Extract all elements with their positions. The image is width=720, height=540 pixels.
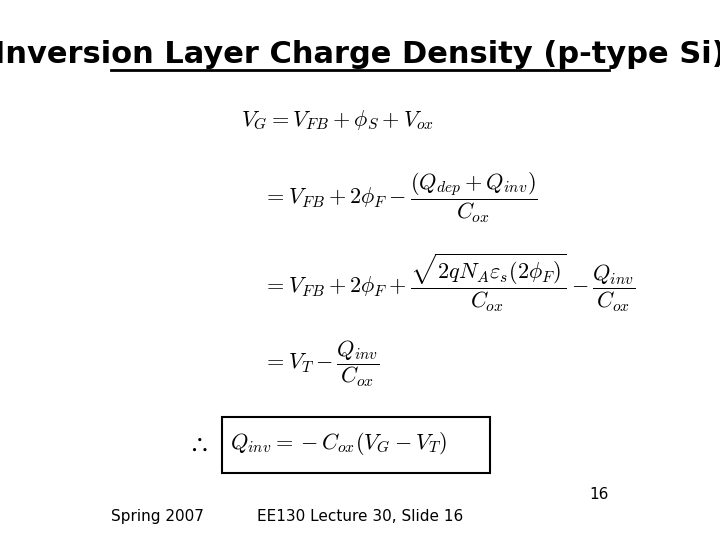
- Text: Inversion Layer Charge Density (p-type Si): Inversion Layer Charge Density (p-type S…: [0, 40, 720, 69]
- Text: EE130 Lecture 30, Slide 16: EE130 Lecture 30, Slide 16: [257, 509, 463, 524]
- Text: Spring 2007: Spring 2007: [112, 509, 204, 524]
- Text: $= V_T - \dfrac{Q_{inv}}{C_{ox}}$: $= V_T - \dfrac{Q_{inv}}{C_{ox}}$: [263, 338, 379, 389]
- Text: $= V_{FB} + 2\phi_F + \dfrac{\sqrt{2qN_A\varepsilon_s(2\phi_F)}}{C_{ox}} - \dfra: $= V_{FB} + 2\phi_F + \dfrac{\sqrt{2qN_A…: [263, 252, 635, 314]
- Text: $\therefore$: $\therefore$: [187, 431, 208, 456]
- Text: $V_G = V_{FB} + \phi_S + V_{ox}$: $V_G = V_{FB} + \phi_S + V_{ox}$: [241, 109, 434, 132]
- Text: 16: 16: [590, 488, 608, 503]
- Text: $= V_{FB} + 2\phi_F - \dfrac{(Q_{dep} + Q_{inv})}{C_{ox}}$: $= V_{FB} + 2\phi_F - \dfrac{(Q_{dep} + …: [263, 171, 537, 225]
- Text: $Q_{inv} = -C_{ox}(V_G - V_T)$: $Q_{inv} = -C_{ox}(V_G - V_T)$: [230, 430, 447, 457]
